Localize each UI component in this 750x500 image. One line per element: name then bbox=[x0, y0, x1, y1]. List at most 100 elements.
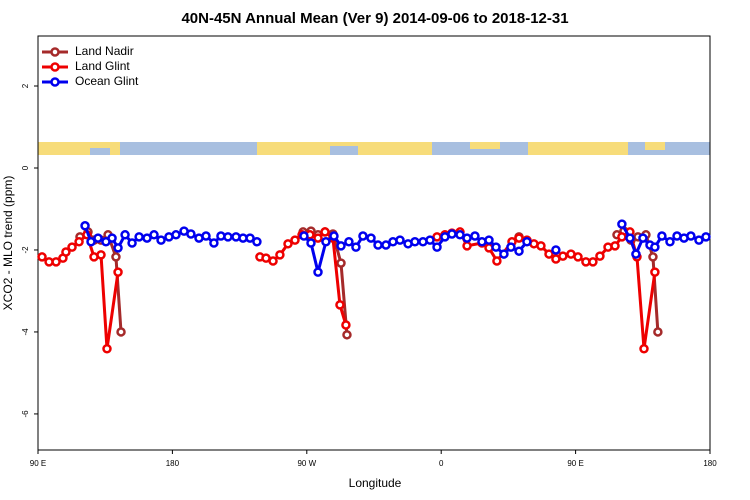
point bbox=[245, 233, 255, 243]
point bbox=[51, 257, 61, 267]
legend-marker bbox=[50, 62, 60, 72]
point bbox=[156, 235, 166, 245]
point bbox=[573, 252, 583, 262]
point bbox=[514, 233, 524, 243]
point bbox=[499, 249, 509, 259]
point bbox=[313, 233, 323, 243]
x-tick-label: 0 bbox=[439, 459, 444, 468]
point bbox=[93, 233, 103, 243]
x-tick-label: 90 E bbox=[30, 459, 46, 468]
point bbox=[186, 229, 196, 239]
x-tick-label: 90 E bbox=[567, 459, 583, 468]
point bbox=[342, 330, 352, 340]
y-axis-label: XCO2 - MLO trend (ppm) bbox=[1, 176, 15, 311]
point bbox=[290, 235, 300, 245]
point bbox=[171, 230, 181, 240]
point bbox=[80, 221, 90, 231]
chart-title: 40N-45N Annual Mean (Ver 9) 2014-09-06 t… bbox=[181, 10, 568, 27]
point bbox=[638, 233, 648, 243]
point bbox=[306, 238, 316, 248]
point bbox=[313, 267, 323, 277]
point bbox=[491, 242, 501, 252]
legend-label: Ocean Glint bbox=[75, 74, 139, 88]
point bbox=[551, 245, 561, 255]
point bbox=[209, 238, 219, 248]
point bbox=[544, 249, 554, 259]
x-tick-label: 180 bbox=[166, 459, 180, 468]
point bbox=[96, 250, 106, 260]
point bbox=[617, 219, 627, 229]
point bbox=[74, 237, 84, 247]
point bbox=[120, 230, 130, 240]
point bbox=[336, 258, 346, 268]
point bbox=[201, 231, 211, 241]
point bbox=[653, 327, 663, 337]
point bbox=[650, 267, 660, 277]
point bbox=[127, 238, 137, 248]
point bbox=[37, 252, 47, 262]
point bbox=[116, 327, 126, 337]
y-tick-label: -2 bbox=[21, 246, 30, 254]
point bbox=[366, 233, 376, 243]
point bbox=[336, 241, 346, 251]
point bbox=[275, 250, 285, 260]
x-axis-label: Longitude bbox=[349, 476, 402, 490]
point bbox=[432, 242, 442, 252]
point bbox=[694, 235, 704, 245]
point bbox=[462, 233, 472, 243]
point bbox=[522, 237, 532, 247]
point bbox=[283, 239, 293, 249]
point bbox=[299, 231, 309, 241]
point bbox=[335, 300, 345, 310]
point bbox=[631, 249, 641, 259]
point bbox=[447, 229, 457, 239]
point bbox=[268, 256, 278, 266]
series-line bbox=[79, 229, 660, 335]
point bbox=[455, 230, 465, 240]
point bbox=[395, 235, 405, 245]
point bbox=[595, 251, 605, 261]
point bbox=[252, 237, 262, 247]
legend-marker bbox=[50, 47, 60, 57]
y-tick-label: -6 bbox=[21, 410, 30, 418]
map-strip bbox=[38, 142, 710, 155]
point bbox=[320, 227, 330, 237]
point bbox=[425, 235, 435, 245]
point bbox=[149, 230, 159, 240]
x-tick-label: 90 W bbox=[297, 459, 316, 468]
point bbox=[351, 242, 361, 252]
point bbox=[329, 231, 339, 241]
point bbox=[134, 232, 144, 242]
point bbox=[665, 237, 675, 247]
point bbox=[610, 241, 620, 251]
point bbox=[470, 231, 480, 241]
point bbox=[111, 252, 121, 262]
point bbox=[142, 233, 152, 243]
point bbox=[462, 241, 472, 251]
point bbox=[61, 247, 71, 257]
legend-label: Land Nadir bbox=[75, 44, 134, 58]
point bbox=[588, 257, 598, 267]
point bbox=[506, 242, 516, 252]
legend-marker bbox=[50, 77, 60, 87]
point bbox=[492, 256, 502, 266]
point bbox=[358, 231, 368, 241]
point bbox=[657, 231, 667, 241]
point bbox=[102, 344, 112, 354]
point bbox=[686, 231, 696, 241]
point bbox=[107, 233, 117, 243]
point bbox=[617, 232, 627, 242]
point bbox=[321, 237, 331, 247]
point bbox=[341, 320, 351, 330]
x-tick-label: 180 bbox=[703, 459, 717, 468]
plot-frame bbox=[37, 35, 711, 451]
legend-label: Land Glint bbox=[75, 59, 130, 73]
point bbox=[113, 243, 123, 253]
y-tick-label: -4 bbox=[21, 328, 30, 336]
point bbox=[701, 232, 711, 242]
point bbox=[558, 251, 568, 261]
point bbox=[223, 232, 233, 242]
point bbox=[648, 252, 658, 262]
point bbox=[113, 267, 123, 277]
